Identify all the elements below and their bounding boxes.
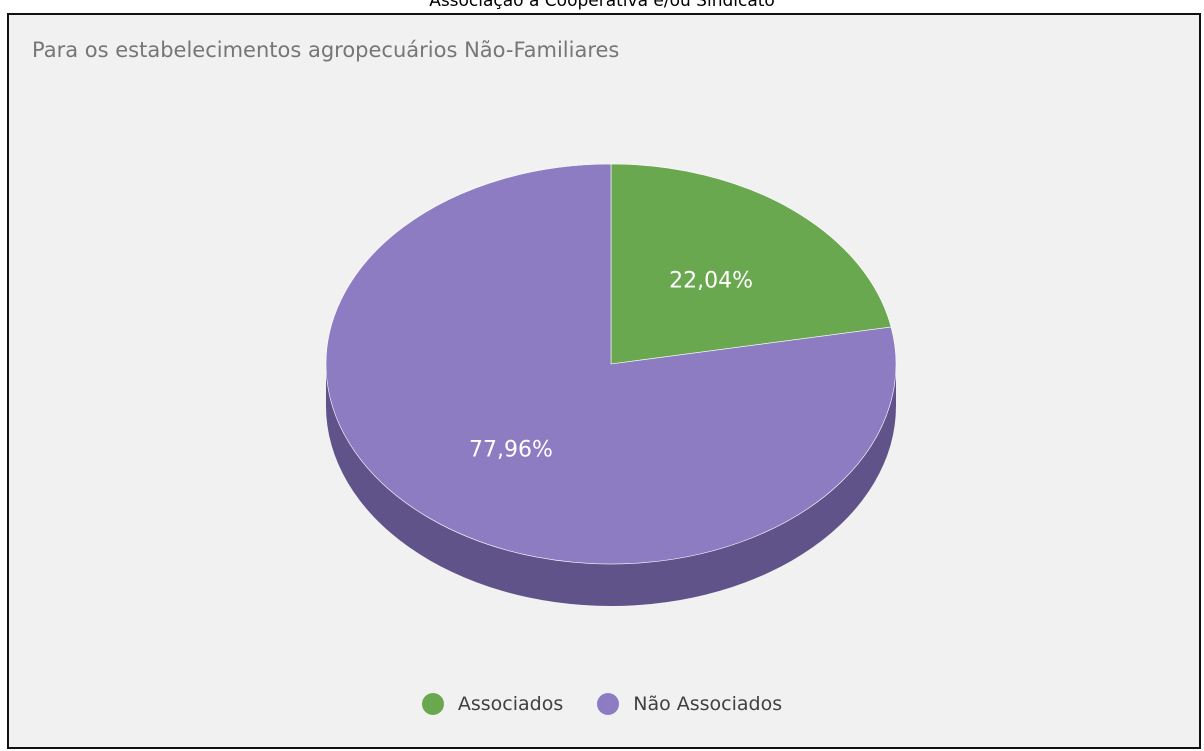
legend: Associados Não Associados bbox=[0, 693, 1204, 715]
legend-item-nao-associados[interactable]: Não Associados bbox=[597, 693, 782, 715]
legend-marker-nao-associados bbox=[597, 693, 620, 715]
pie-labels-layer: 22,04% 77,96% bbox=[469, 268, 753, 462]
legend-label-associados: Associados bbox=[457, 693, 564, 715]
pie-side-layer bbox=[326, 364, 896, 606]
pie-top-layer bbox=[325, 163, 897, 565]
data-label-associados: 22,04% bbox=[669, 268, 753, 293]
page-title: Associação a Cooperativa e/ou Sindicato bbox=[429, 0, 775, 11]
chart-title: Para os estabelecimentos agropecuários N… bbox=[32, 38, 620, 62]
pie-slice-associados[interactable] bbox=[610, 163, 892, 365]
legend-item-associados[interactable]: Associados bbox=[421, 693, 564, 715]
pie-slice-nao-associados[interactable] bbox=[325, 163, 897, 565]
legend-marker-associados bbox=[421, 693, 444, 715]
data-label-nao-associados: 77,96% bbox=[469, 438, 553, 463]
legend-label-nao-associados: Não Associados bbox=[633, 693, 783, 715]
pie-side-nao-associados bbox=[326, 364, 896, 606]
